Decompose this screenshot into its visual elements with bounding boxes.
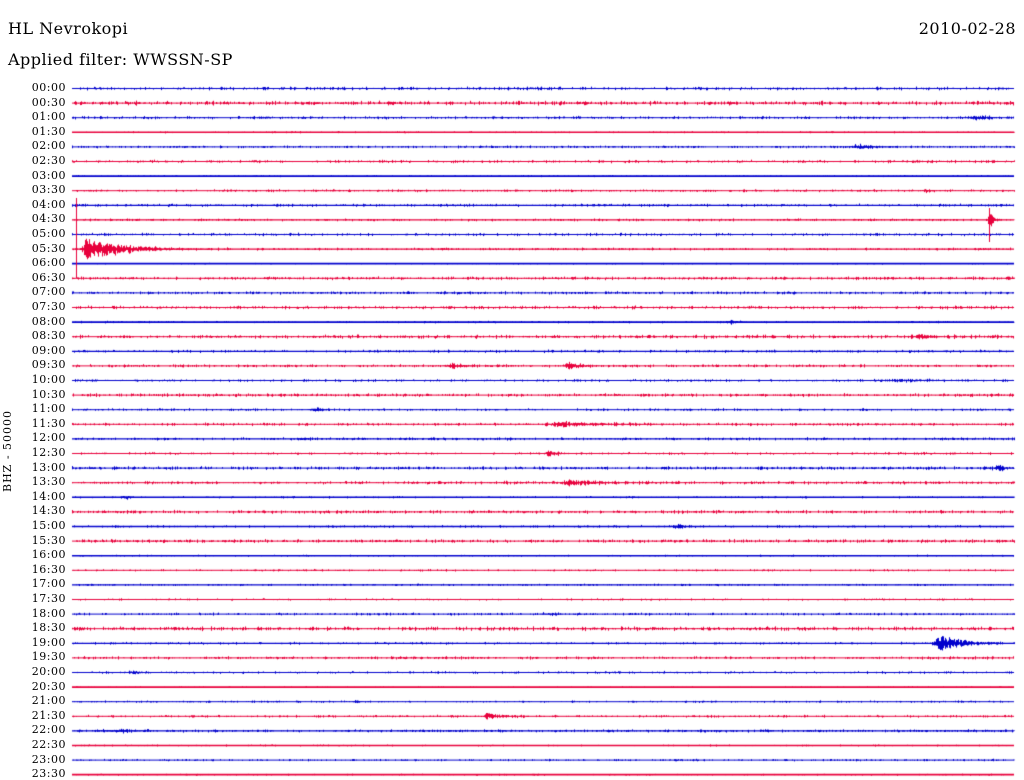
seismogram-trace-canvas bbox=[0, 0, 1024, 780]
helicorder-page: HL Nevrokopi 2010-02-28 Applied filter: … bbox=[0, 0, 1024, 780]
